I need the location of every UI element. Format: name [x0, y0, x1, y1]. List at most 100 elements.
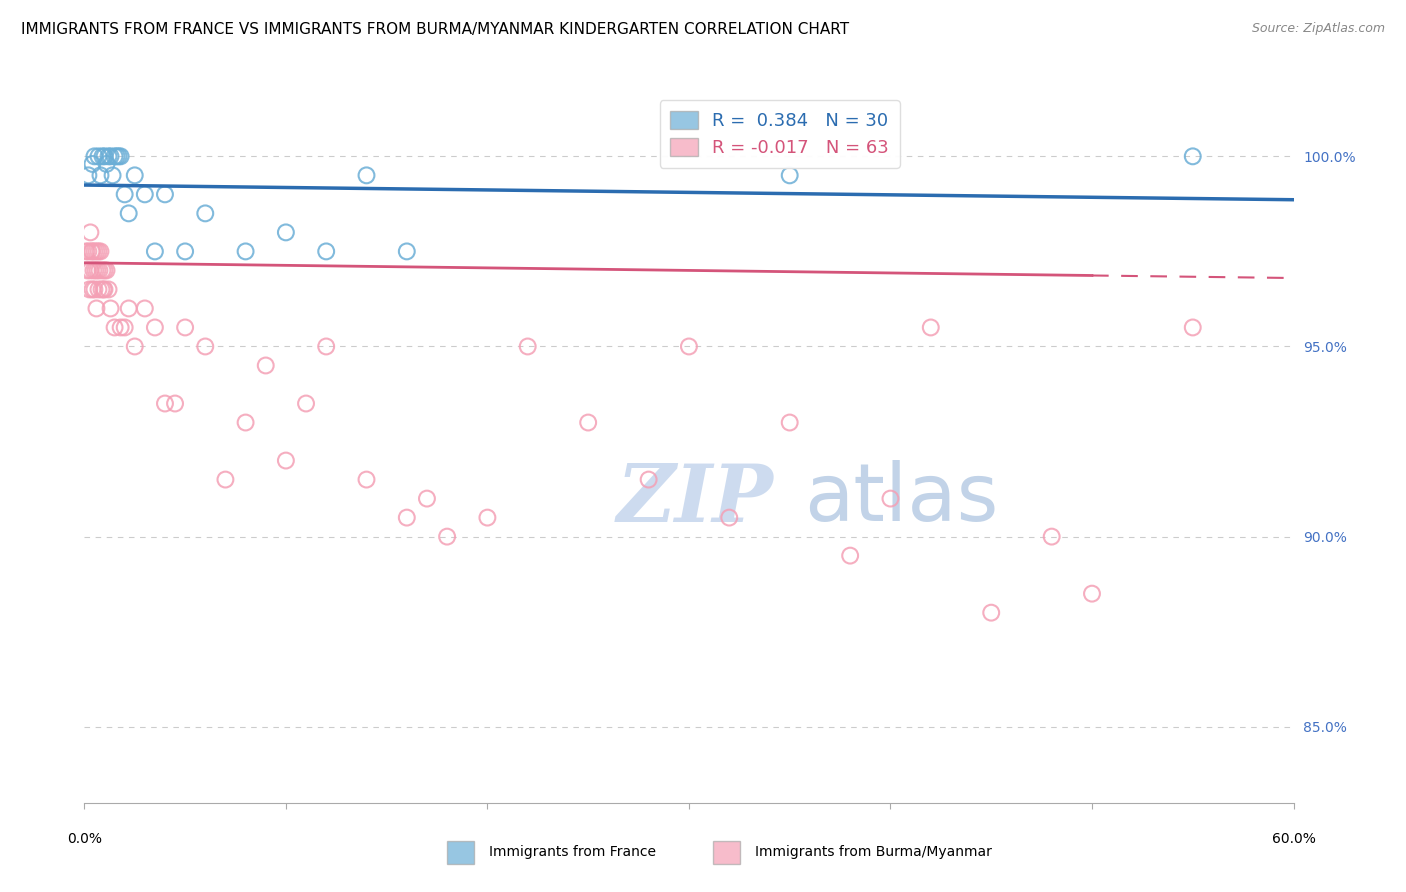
Point	[91, 149, 114, 163]
Point	[143, 320, 166, 334]
Point	[516, 339, 538, 353]
Point	[839, 549, 862, 563]
Point	[118, 206, 141, 220]
Point	[118, 301, 141, 316]
Point	[254, 359, 277, 373]
Point	[165, 396, 187, 410]
Point	[87, 149, 110, 163]
Point	[104, 320, 127, 334]
Point	[96, 263, 118, 277]
Point	[96, 157, 118, 171]
Point	[89, 263, 111, 277]
Point	[87, 244, 110, 259]
Point	[477, 510, 499, 524]
Point	[235, 416, 257, 430]
Point	[1081, 587, 1104, 601]
Point	[76, 263, 98, 277]
Point	[436, 530, 458, 544]
Point	[82, 282, 104, 296]
Text: Immigrants from France: Immigrants from France	[489, 845, 657, 859]
Point	[93, 282, 115, 296]
Point	[82, 263, 104, 277]
Point	[576, 416, 599, 430]
Point	[79, 263, 101, 277]
Point	[91, 263, 114, 277]
Point	[79, 282, 101, 296]
Point	[134, 301, 156, 316]
Text: IMMIGRANTS FROM FRANCE VS IMMIGRANTS FROM BURMA/MYANMAR KINDERGARTEN CORRELATION: IMMIGRANTS FROM FRANCE VS IMMIGRANTS FRO…	[21, 22, 849, 37]
Point	[79, 226, 101, 240]
Point	[93, 263, 115, 277]
Point	[87, 282, 110, 296]
Point	[174, 244, 197, 259]
Point	[637, 473, 659, 487]
Point	[315, 339, 337, 353]
Point	[194, 339, 217, 353]
Point	[134, 187, 156, 202]
Point	[110, 320, 132, 334]
Point	[153, 396, 176, 410]
Point	[93, 282, 115, 296]
Legend: R =  0.384   N = 30, R = -0.017   N = 63: R = 0.384 N = 30, R = -0.017 N = 63	[659, 100, 900, 168]
Text: 0.0%: 0.0%	[67, 831, 101, 846]
Point	[86, 244, 108, 259]
Point	[77, 244, 100, 259]
Point	[82, 244, 104, 259]
Point	[153, 187, 176, 202]
Point	[82, 157, 104, 171]
Text: Immigrants from Burma/Myanmar: Immigrants from Burma/Myanmar	[755, 845, 993, 859]
Point	[84, 263, 107, 277]
Point	[83, 149, 105, 163]
Text: atlas: atlas	[804, 460, 998, 539]
Point	[779, 169, 801, 183]
Point	[980, 606, 1002, 620]
Point	[110, 149, 132, 163]
Point	[315, 244, 337, 259]
Point	[416, 491, 439, 506]
Point	[105, 149, 128, 163]
Point	[80, 244, 103, 259]
Point	[89, 169, 111, 183]
Point	[89, 244, 111, 259]
Point	[90, 282, 112, 296]
Point	[1181, 149, 1204, 163]
Point	[114, 320, 136, 334]
Point	[174, 320, 197, 334]
Point	[779, 416, 801, 430]
Point	[124, 339, 146, 353]
Point	[75, 244, 97, 259]
Point	[1181, 320, 1204, 334]
Point	[97, 149, 120, 163]
Point	[83, 244, 105, 259]
Point	[114, 187, 136, 202]
Point	[395, 244, 418, 259]
Point	[718, 510, 741, 524]
Point	[214, 473, 236, 487]
Point	[83, 282, 105, 296]
Point	[1040, 530, 1063, 544]
Point	[395, 510, 418, 524]
Point	[100, 301, 122, 316]
Point	[100, 149, 122, 163]
Point	[194, 206, 217, 220]
Point	[143, 244, 166, 259]
Point	[77, 169, 100, 183]
Point	[235, 244, 257, 259]
Text: 60.0%: 60.0%	[1271, 831, 1316, 846]
Point	[920, 320, 942, 334]
Point	[101, 169, 124, 183]
Point	[356, 473, 378, 487]
Bar	[447, 841, 474, 864]
Point	[879, 491, 901, 506]
Point	[274, 226, 297, 240]
Point	[678, 339, 700, 353]
Point	[86, 301, 108, 316]
Point	[86, 263, 108, 277]
Point	[124, 169, 146, 183]
Bar	[713, 841, 740, 864]
Point	[93, 149, 115, 163]
Point	[107, 149, 129, 163]
Point	[104, 149, 127, 163]
Point	[295, 396, 318, 410]
Text: ZIP: ZIP	[616, 460, 773, 538]
